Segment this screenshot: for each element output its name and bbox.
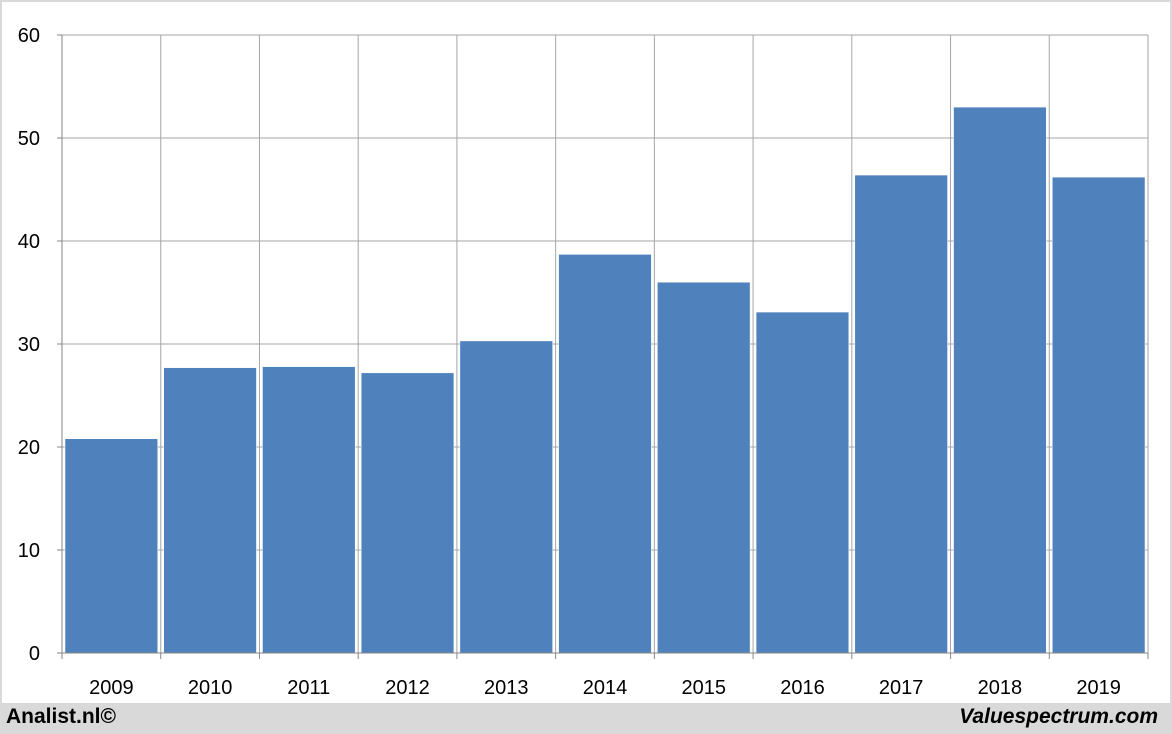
bar	[755, 311, 850, 654]
bar	[459, 340, 553, 654]
axes	[57, 34, 1149, 659]
grid-lines	[62, 34, 1149, 653]
bar	[558, 254, 652, 654]
x-tick-label: 2011	[287, 677, 330, 699]
x-tick-label: 2018	[978, 677, 1023, 699]
bar	[64, 438, 158, 654]
y-tick-label: 40	[18, 231, 40, 253]
x-tick-label: 2012	[385, 677, 430, 699]
valuespectrum-credit: Valuespectrum.com	[959, 705, 1158, 728]
bar	[360, 372, 455, 654]
x-tick-label: 2010	[188, 677, 233, 699]
y-tick-label: 20	[18, 437, 40, 459]
bar	[854, 174, 948, 654]
y-tick-label: 30	[18, 334, 40, 356]
analist-credit: Analist.nl©	[6, 705, 116, 728]
bar	[262, 366, 356, 654]
x-tick-label: 2019	[1076, 677, 1121, 699]
x-tick-label: 2015	[681, 677, 726, 699]
bars	[64, 106, 1146, 654]
bar	[657, 281, 751, 654]
y-tick-label: 50	[18, 128, 40, 150]
y-tick-label: 10	[18, 540, 40, 562]
footer-bar: Analist.nl© Valuespectrum.com	[2, 703, 1170, 732]
bar	[953, 106, 1047, 654]
x-tick-label: 2009	[89, 677, 134, 699]
y-tick-label: 0	[29, 643, 40, 665]
y-tick-label: 60	[18, 25, 40, 47]
x-tick-label: 2017	[879, 677, 924, 699]
x-tick-label: 2014	[583, 677, 628, 699]
bar	[1052, 176, 1146, 654]
x-tick-label: 2016	[780, 677, 825, 699]
bar	[163, 367, 257, 654]
x-tick-label: 2013	[484, 677, 529, 699]
y-tick-labels: 0 10 20 30 40 50 60	[18, 25, 40, 665]
x-tick-labels: 2009 2010 2011 2012 2013 2014 2015 2016 2017 2018…	[89, 677, 1121, 699]
